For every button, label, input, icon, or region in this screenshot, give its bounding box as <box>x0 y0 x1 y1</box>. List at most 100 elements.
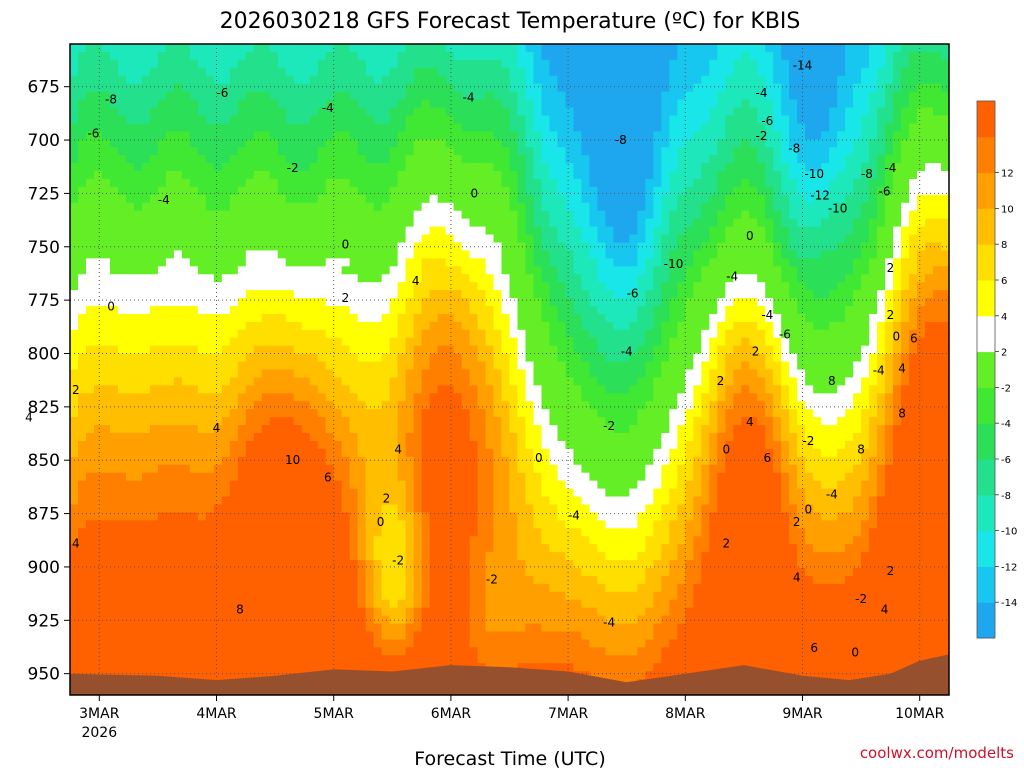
field-cell <box>165 409 175 418</box>
field-cell <box>365 385 375 394</box>
field-cell <box>229 631 239 641</box>
field-cell <box>485 639 495 648</box>
field-cell <box>429 544 439 553</box>
field-cell <box>533 393 543 402</box>
field-cell <box>373 448 383 458</box>
field-cell <box>373 583 383 593</box>
field-cell <box>317 226 327 236</box>
field-cell <box>125 409 135 418</box>
field-cell <box>261 44 271 53</box>
field-cell <box>341 639 351 648</box>
field-cell <box>525 480 535 490</box>
field-cell <box>541 51 551 61</box>
field-cell <box>493 623 503 633</box>
field-cell <box>141 194 151 204</box>
field-cell <box>389 401 399 410</box>
field-cell <box>429 417 439 426</box>
field-cell <box>229 202 239 212</box>
field-cell <box>437 44 447 53</box>
field-cell <box>509 163 519 172</box>
field-cell <box>405 560 415 569</box>
field-cell <box>341 274 351 283</box>
field-cell <box>429 647 439 656</box>
field-cell <box>445 155 455 164</box>
field-cell <box>549 631 559 641</box>
field-cell <box>181 567 191 577</box>
field-cell <box>253 194 263 204</box>
field-cell <box>501 75 511 85</box>
field-cell <box>317 448 327 458</box>
field-cell <box>309 202 319 212</box>
field-cell <box>245 496 255 506</box>
field-cell <box>253 139 263 148</box>
field-cell <box>341 464 351 474</box>
field-cell <box>77 417 87 426</box>
field-cell <box>125 226 135 236</box>
field-cell <box>397 242 407 252</box>
field-cell <box>469 480 479 490</box>
field-cell <box>501 377 511 386</box>
field-cell <box>157 186 167 196</box>
field-cell <box>117 298 127 307</box>
field-cell <box>493 274 503 283</box>
field-cell <box>453 107 463 117</box>
field-cell <box>405 226 415 236</box>
field-cell <box>341 385 351 394</box>
field-cell <box>293 194 303 204</box>
field-cell <box>77 345 87 355</box>
field-cell <box>85 194 95 204</box>
field-cell <box>445 361 455 371</box>
field-cell <box>109 393 119 402</box>
field-cell <box>397 615 407 625</box>
field-cell <box>341 178 351 188</box>
field-cell <box>77 552 87 561</box>
field-cell <box>453 631 463 641</box>
field-cell <box>133 155 143 164</box>
field-cell <box>277 282 287 291</box>
field-cell <box>549 75 559 85</box>
field-cell <box>389 337 399 347</box>
field-cell <box>381 409 391 418</box>
field-cell <box>477 266 487 275</box>
field-cell <box>181 377 191 386</box>
field-cell <box>549 520 559 529</box>
field-cell <box>325 401 335 410</box>
field-cell <box>93 329 103 339</box>
field-cell <box>293 99 303 109</box>
field-cell <box>77 282 87 291</box>
field-cell <box>477 99 487 109</box>
field-cell <box>357 409 367 418</box>
field-cell <box>533 369 543 379</box>
field-cell <box>181 234 191 244</box>
field-cell <box>149 107 159 117</box>
field-cell <box>157 456 167 466</box>
field-cell <box>405 353 415 363</box>
field-cell <box>157 417 167 426</box>
field-cell <box>125 496 135 506</box>
field-cell <box>245 528 255 537</box>
field-cell <box>541 274 551 283</box>
field-cell <box>421 639 431 648</box>
field-cell <box>101 401 111 410</box>
field-cell <box>125 488 135 498</box>
field-cell <box>229 480 239 490</box>
field-cell <box>221 401 231 410</box>
field-cell <box>325 369 335 379</box>
field-cell <box>197 631 207 641</box>
field-cell <box>77 155 87 164</box>
field-cell <box>549 266 559 275</box>
field-cell <box>325 496 335 506</box>
field-cell <box>405 433 415 442</box>
field-cell <box>549 583 559 593</box>
field-cell <box>197 655 207 664</box>
field-cell <box>357 337 367 347</box>
field-cell <box>181 393 191 402</box>
field-cell <box>413 393 423 402</box>
field-cell <box>117 583 127 593</box>
field-cell <box>221 671 231 680</box>
field-cell <box>453 567 463 577</box>
field-cell <box>245 186 255 196</box>
field-cell <box>85 520 95 529</box>
field-cell <box>253 512 263 521</box>
field-cell <box>357 552 367 561</box>
